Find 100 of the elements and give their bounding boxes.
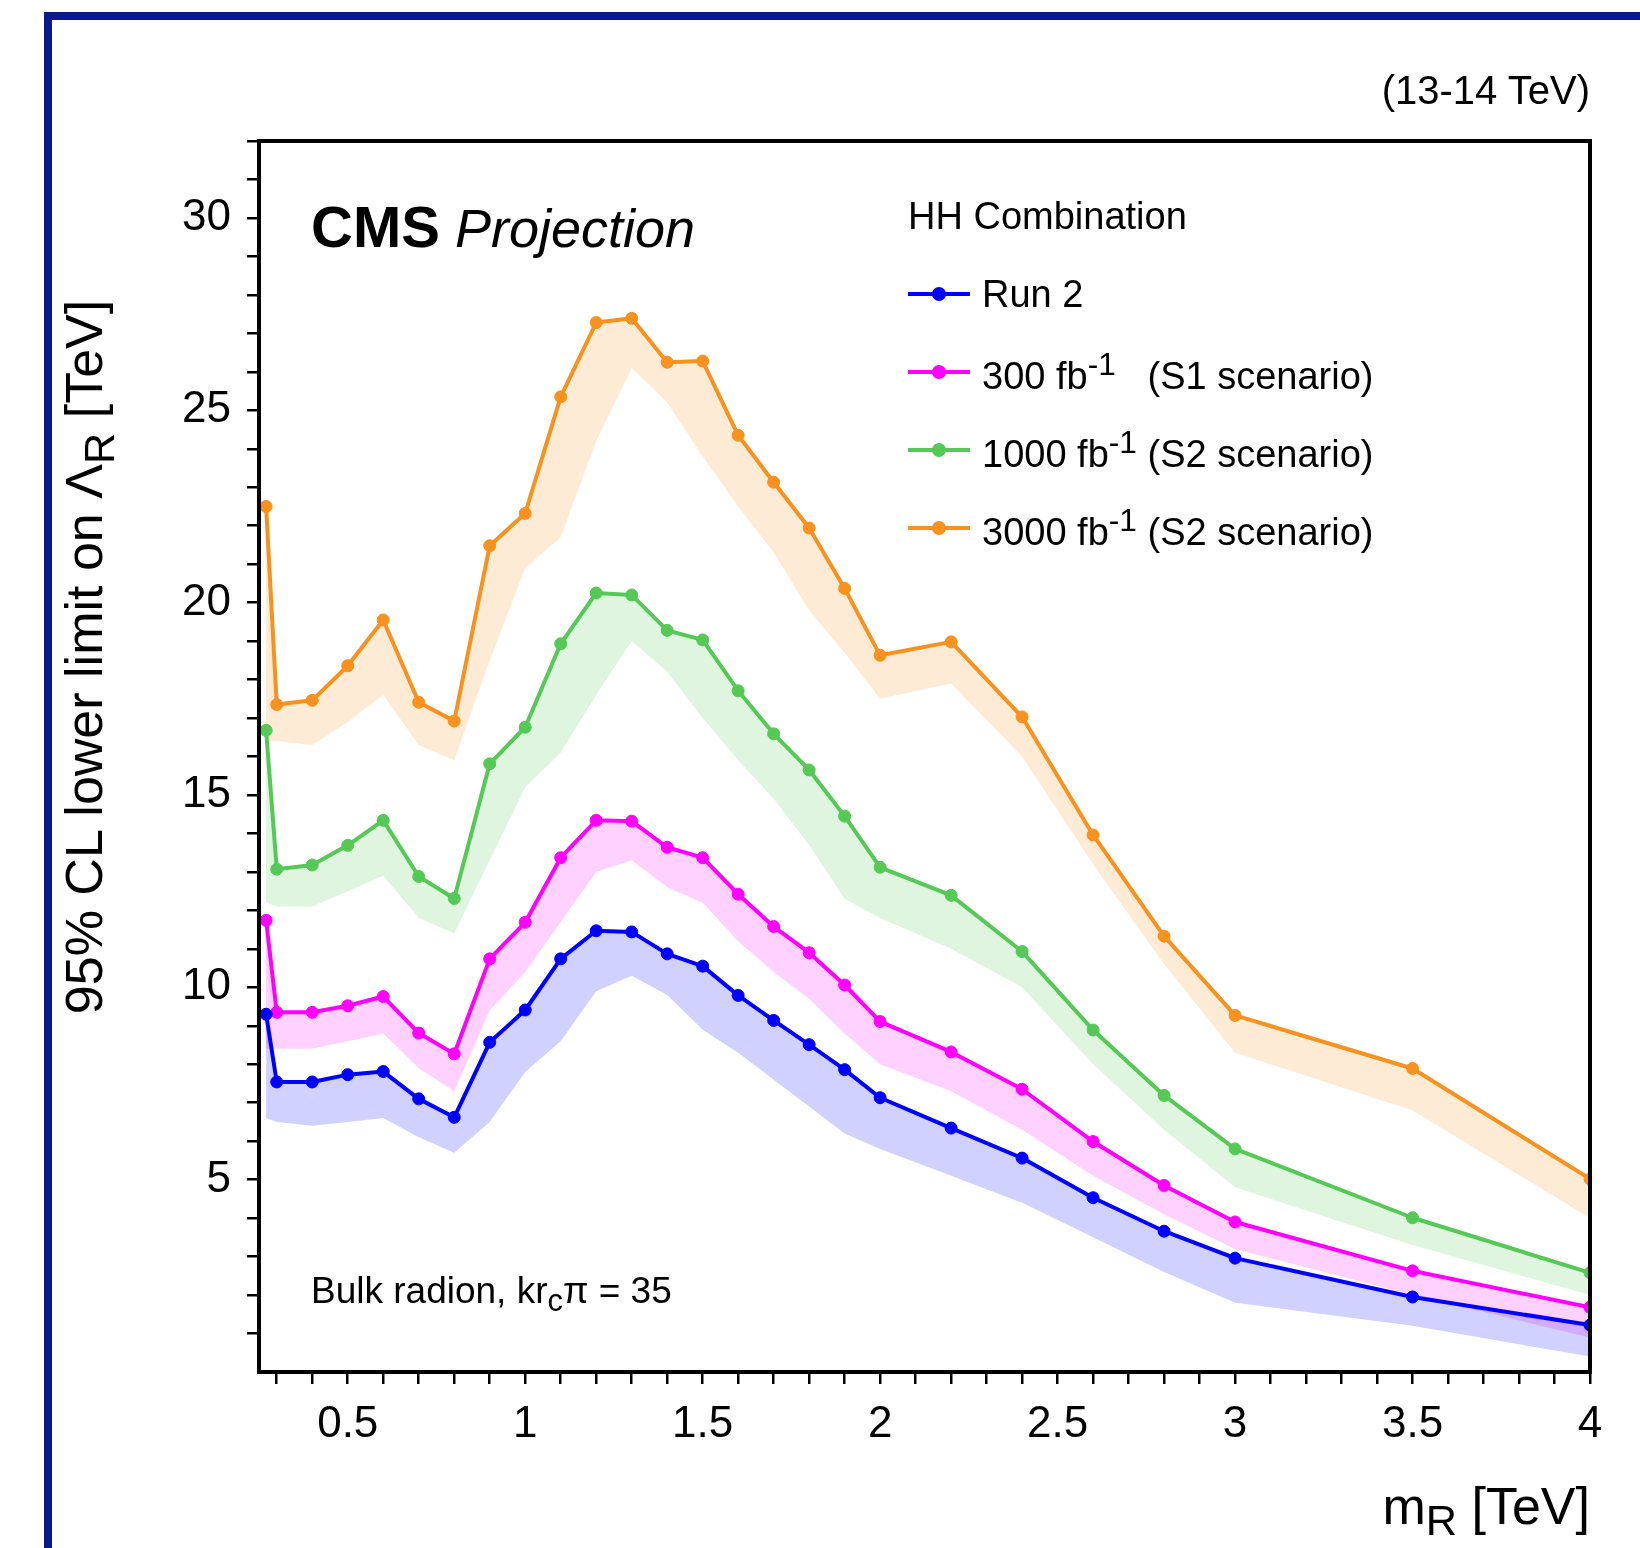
point: [696, 633, 710, 647]
x-tick-label: 0.5: [317, 1396, 379, 1446]
point: [1228, 1251, 1242, 1265]
point: [259, 723, 273, 737]
point: [305, 858, 319, 872]
point: [944, 1121, 958, 1135]
annotation: CMS Projection: [311, 194, 696, 259]
point: [1406, 1211, 1420, 1225]
point: [625, 925, 639, 939]
legend-label: 1000 fb$^{-1}$ (S2 scenario): [982, 424, 1374, 476]
point: [447, 1110, 461, 1124]
point: [696, 851, 710, 865]
point: [1015, 1151, 1029, 1165]
point: [412, 1092, 426, 1106]
point: [660, 355, 674, 369]
point: [731, 684, 745, 698]
y-tick-label: 30: [182, 190, 231, 240]
x-axis-title: m$_{R}$ [TeV]: [1382, 1476, 1590, 1546]
point: [305, 693, 319, 707]
point: [660, 840, 674, 854]
point: [873, 1091, 887, 1105]
x-tick-label: 3.5: [1381, 1396, 1444, 1446]
point: [1015, 945, 1029, 959]
point: [259, 1007, 273, 1021]
point: [341, 838, 355, 852]
point: [944, 635, 958, 649]
point: [838, 809, 852, 823]
point: [447, 891, 461, 905]
point: [1157, 1178, 1171, 1192]
point: [412, 695, 426, 709]
point: [305, 1005, 319, 1019]
y-tick-label: 5: [206, 1151, 231, 1201]
point: [1015, 710, 1029, 724]
point: [376, 813, 390, 827]
point: [767, 920, 781, 934]
y-tick-label: 20: [182, 574, 231, 624]
point: [518, 915, 532, 929]
point: [447, 1047, 461, 1061]
point: [412, 1026, 426, 1040]
point: [767, 475, 781, 489]
point: [1157, 1088, 1171, 1102]
x-tick-label: 1.5: [672, 1396, 734, 1446]
point: [259, 913, 273, 927]
text: (13-14 TeV): [1381, 68, 1590, 113]
legend-label: 300 fb$^{-1}$ (S1 scenario): [982, 346, 1374, 398]
point: [696, 959, 710, 973]
point: [259, 499, 273, 513]
x-tick-label: 1: [512, 1396, 538, 1446]
point: [1157, 1224, 1171, 1238]
point: [838, 1063, 852, 1077]
point: [518, 720, 532, 734]
y-tick-label: 15: [182, 767, 231, 817]
point: [1406, 1061, 1420, 1075]
point: [483, 1035, 497, 1049]
point: [1406, 1290, 1420, 1304]
point: [802, 946, 816, 960]
point: [944, 1045, 958, 1059]
point: [1228, 1142, 1242, 1156]
y-tick-label: 10: [182, 959, 231, 1009]
point: [802, 521, 816, 535]
legend-label: Run 2: [982, 272, 1084, 316]
point: [589, 813, 603, 827]
point: [1015, 1082, 1029, 1096]
point: [483, 952, 497, 966]
point: [270, 1075, 284, 1089]
point: [1157, 929, 1171, 943]
point: [873, 648, 887, 662]
legend-title: HH Combination: [908, 195, 1188, 239]
point: [767, 1013, 781, 1027]
point: [270, 862, 284, 876]
point: [270, 1005, 284, 1019]
legend-label: 3000 fb$^{-1}$ (S2 scenario): [982, 502, 1374, 554]
point: [660, 623, 674, 637]
point: [483, 539, 497, 553]
point: [554, 851, 568, 865]
point: [554, 390, 568, 404]
point: [589, 586, 603, 600]
x-tick-label: 2: [867, 1396, 893, 1446]
point: [305, 1075, 319, 1089]
point: [660, 947, 674, 961]
point: [518, 506, 532, 520]
point: [376, 613, 390, 627]
y-tick-label: 25: [182, 382, 231, 432]
point: [376, 990, 390, 1004]
point: [341, 1068, 355, 1082]
point: [838, 581, 852, 595]
point: [270, 698, 284, 712]
point: [696, 354, 710, 368]
point: [838, 978, 852, 992]
point: [376, 1065, 390, 1079]
point: [554, 952, 568, 966]
x-tick-label: 2.5: [1027, 1396, 1089, 1446]
point: [554, 637, 568, 651]
point: [1086, 1023, 1100, 1037]
point: [483, 757, 497, 771]
point: [873, 860, 887, 874]
annotation: Bulk radion, kr$_{c}$π = 35: [311, 1270, 672, 1320]
point: [1086, 828, 1100, 842]
point: [412, 870, 426, 884]
point: [873, 1015, 887, 1029]
